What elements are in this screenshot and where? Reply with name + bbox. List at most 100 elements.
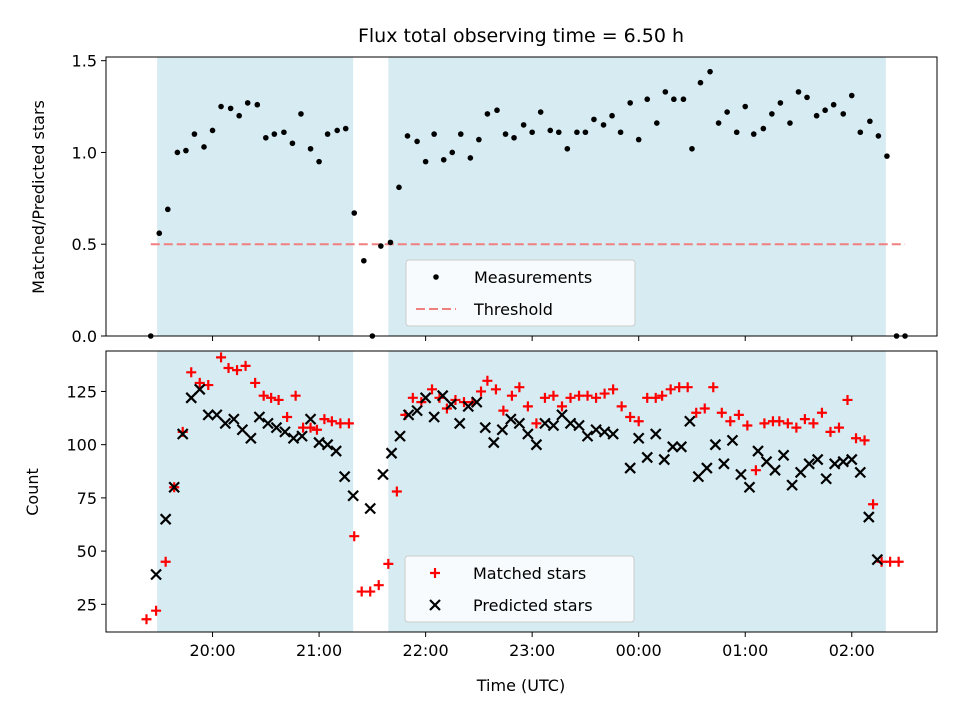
measurement-point [378, 243, 384, 249]
predicted-star-point [321, 438, 334, 451]
predicted-star-point [854, 466, 867, 479]
count-legend: Matched stars Predicted stars [404, 555, 635, 623]
matched-star-point [141, 614, 152, 625]
predicted-star-point [777, 449, 790, 462]
matched-star-point [833, 422, 844, 433]
predicted-star-point [377, 468, 389, 481]
predicted-star-point [168, 481, 180, 494]
measurement-point [449, 149, 456, 156]
flux-legend-label: Measurements [474, 268, 592, 287]
predicted-star-point [522, 428, 534, 440]
measurement-point [289, 140, 296, 147]
chart-title: Flux total observing time = 6.50 h [358, 25, 684, 47]
measurement-point [254, 101, 261, 108]
flux-shaded-interval-0 [157, 57, 354, 336]
measurement-point [387, 239, 394, 246]
measurement-point [547, 127, 554, 134]
predicted-star-point [811, 453, 824, 466]
measurement-point [750, 131, 757, 137]
measurement-point [857, 129, 864, 136]
measurement-point [591, 116, 597, 123]
predicted-star-point [287, 432, 300, 445]
matched-star-point [633, 416, 644, 427]
matched-star-point [599, 388, 610, 399]
matched-star-point [825, 426, 836, 437]
measurement-point [840, 111, 847, 117]
count-legend-box [404, 555, 635, 623]
matched-star-point [851, 433, 862, 444]
predicted-star-point [547, 419, 560, 432]
measurement-point [564, 145, 571, 152]
predicted-star-point [743, 481, 756, 494]
matched-star-point [311, 424, 322, 435]
measurement-point [218, 103, 224, 110]
measurement-point [715, 120, 722, 126]
flux-ytick-label: 0.5 [72, 235, 97, 254]
matched-star-point [273, 394, 284, 405]
predicted-star-point [803, 458, 815, 470]
count-ylabel: Count [23, 468, 42, 516]
flux-legend: Measurements Threshold [405, 259, 636, 327]
measurement-point [209, 127, 216, 134]
matched-star-point [816, 407, 827, 418]
measurement-point [244, 100, 251, 106]
measurement-point [351, 210, 358, 216]
predicted-star-point [505, 413, 517, 425]
xtick-label: 00:00 [616, 641, 662, 660]
measurement-point [281, 129, 287, 136]
matched-star-point [750, 465, 761, 476]
predicted-star-point [488, 436, 500, 449]
predicted-star-point [735, 468, 747, 481]
measurement-point [183, 147, 189, 154]
flux-ratio-ylabel: Matched/Predicted stars [29, 100, 48, 294]
flux-ytick-label: 0.0 [72, 327, 97, 346]
matched-star-point [591, 392, 602, 403]
matched-star-point [682, 382, 693, 393]
measurement-point [662, 89, 669, 95]
predicted-star-point [453, 417, 466, 430]
measurement-point [156, 230, 163, 237]
predicted-star-point [718, 458, 730, 470]
predicted-star-point [675, 441, 688, 453]
measurement-point [582, 129, 589, 136]
xtick-label: 22:00 [403, 641, 449, 660]
predicted-star-point [564, 417, 577, 430]
matched-star-point [539, 392, 550, 403]
matched-star-point [625, 411, 636, 422]
predicted-star-point [253, 411, 266, 423]
predicted-star-point [667, 441, 679, 453]
measurement-point [680, 96, 687, 103]
matched-star-point [266, 392, 277, 403]
predicted-star-point [436, 389, 449, 402]
matched-star-point [476, 386, 487, 397]
measurement-point [414, 138, 420, 145]
matched-star-point [725, 416, 736, 427]
measurement-point [867, 118, 873, 125]
measurement-point [635, 136, 642, 143]
matched-star-point [842, 394, 853, 405]
predicted-star-point [709, 438, 722, 451]
matched-star-point [383, 558, 394, 569]
legend-measurement-marker [433, 274, 439, 280]
matched-star-point [808, 418, 819, 429]
measurement-point [404, 133, 411, 139]
measurement-point [830, 101, 837, 108]
predicted-star-point [726, 434, 739, 447]
matched-star-point [216, 352, 227, 363]
measurement-point [174, 149, 181, 156]
flux-ytick-label: 1.5 [72, 52, 97, 71]
measurement-point [600, 122, 607, 128]
flux-ratio-panel: 0.0 0.5 1.0 1.5 Measurements Threshold [72, 52, 938, 346]
measurement-point [724, 109, 730, 115]
matched-star-point [427, 384, 438, 395]
matched-star-point [859, 435, 870, 446]
predicted-star-point [394, 430, 406, 442]
measurement-point [644, 96, 651, 103]
predicted-star-point [262, 417, 274, 430]
measurement-point [671, 96, 677, 103]
matched-star-point [699, 403, 710, 414]
predicted-star-point [624, 462, 636, 474]
matched-star-point [282, 411, 293, 422]
matched-star-point [407, 392, 418, 403]
predicted-star-point [658, 453, 671, 466]
